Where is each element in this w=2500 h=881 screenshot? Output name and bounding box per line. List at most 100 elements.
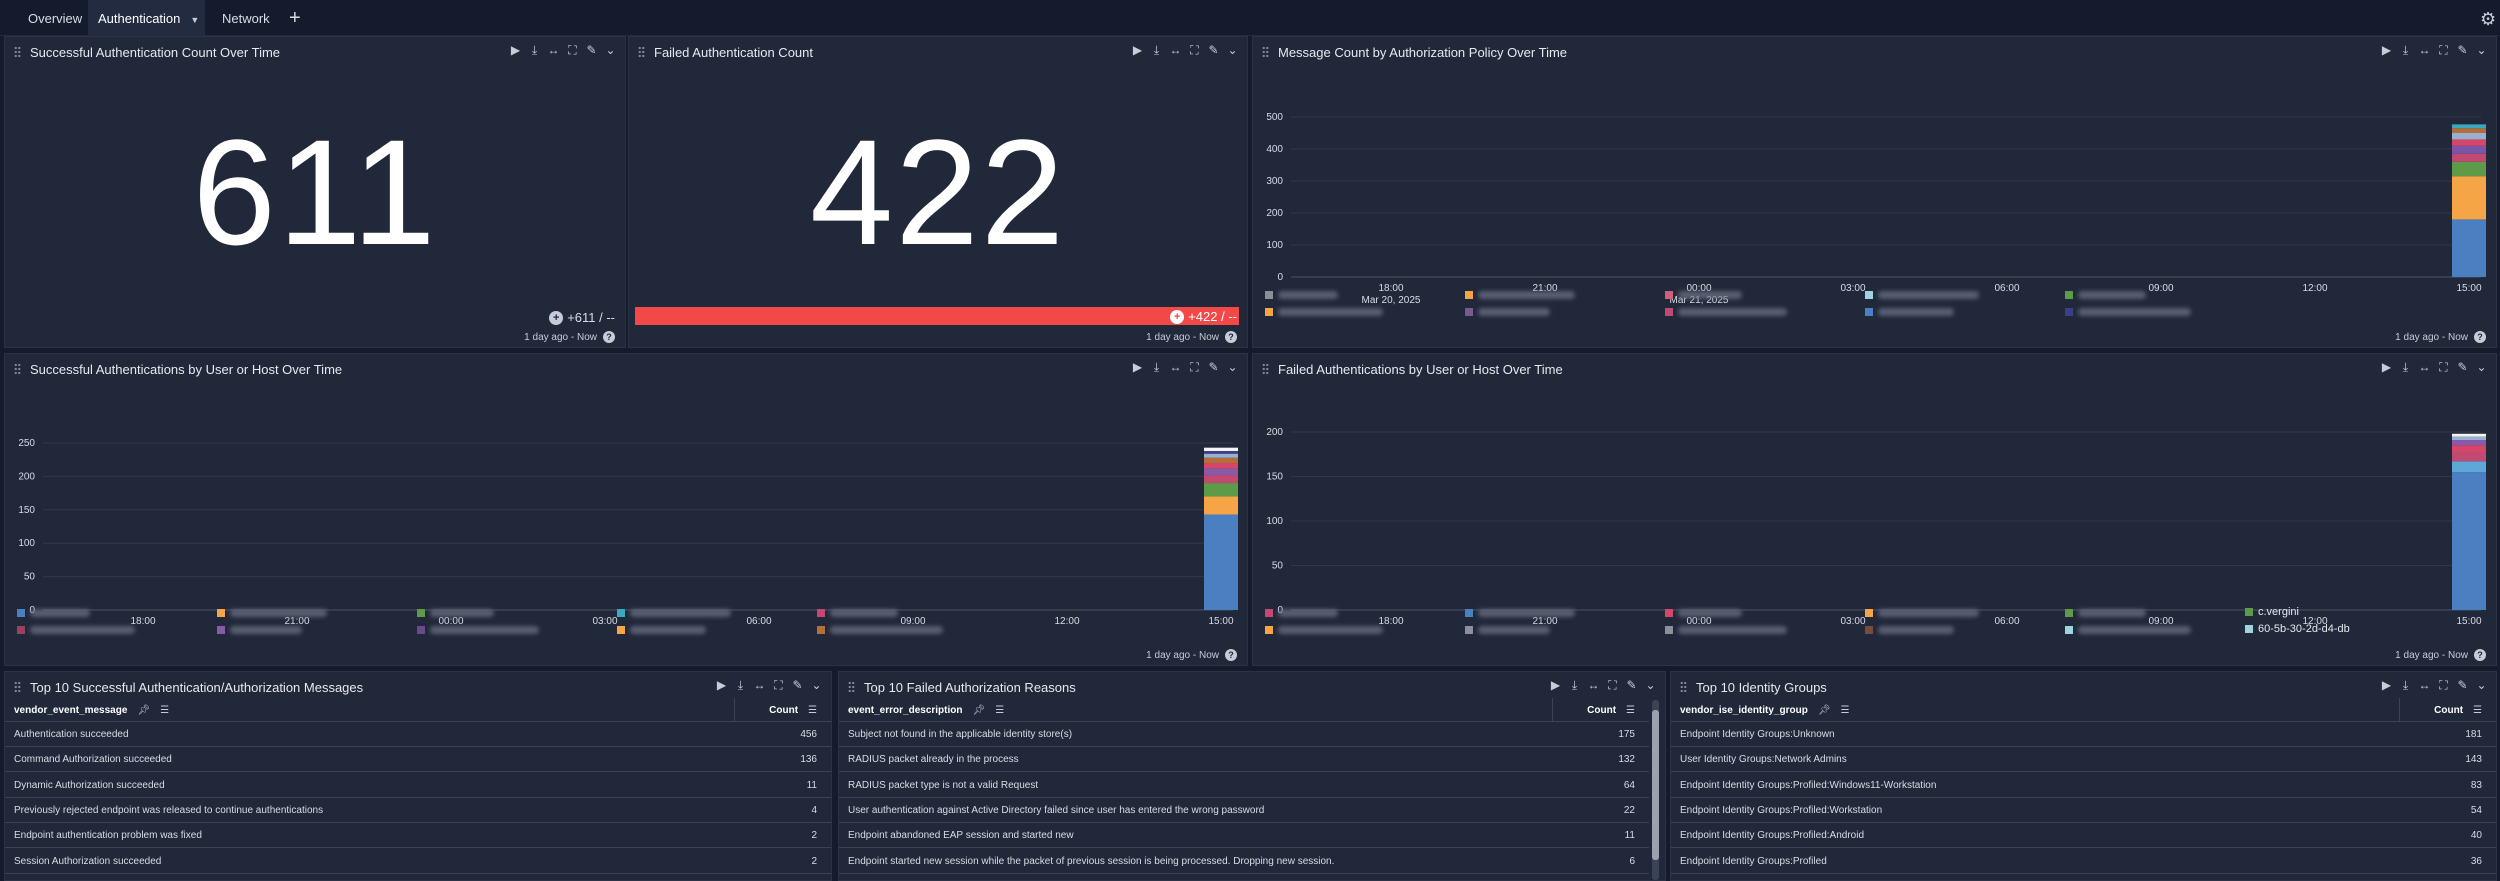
table-scrollbar[interactable] [1652, 700, 1659, 880]
download-icon[interactable]: ⤓ [531, 43, 538, 57]
fullscreen-icon[interactable]: ⛶ [2439, 43, 2448, 57]
legend-item[interactable] [1665, 626, 1787, 634]
table-row[interactable]: Endpoint abandoned EAP session and start… [839, 823, 1649, 849]
tab-overview[interactable]: Overview [18, 0, 92, 36]
drag-handle-icon[interactable] [848, 681, 855, 693]
legend-item[interactable] [1665, 609, 1742, 617]
legend-item[interactable] [2065, 308, 2191, 316]
resize-horizontal-icon[interactable]: ↔ [2418, 43, 2431, 57]
legend-item[interactable] [1465, 308, 1550, 316]
resize-horizontal-icon[interactable]: ↔ [2418, 678, 2431, 692]
table-row[interactable]: Endpoint authentication problem was fixe… [5, 823, 831, 849]
legend-item[interactable] [1865, 291, 1979, 299]
column-header-count[interactable]: Count ☰ [1587, 705, 1635, 716]
play-icon[interactable]: ▶ [2381, 43, 2392, 57]
table-row[interactable]: Endpoint started new session while the p… [839, 849, 1649, 874]
table-row[interactable]: Endpoint Identity Groups:Profiled:Workst… [1671, 798, 2496, 823]
help-icon[interactable]: ? [1225, 331, 1237, 343]
column-header-field[interactable]: vendor_event_message 📌︎ ☰ [14, 705, 169, 716]
play-icon[interactable]: ▶ [716, 678, 727, 692]
chevron-down-icon[interactable]: ▼ [190, 15, 200, 25]
sort-icon[interactable]: ☰ [1626, 705, 1635, 716]
legend-item[interactable] [2065, 609, 2146, 617]
help-icon[interactable]: ? [603, 331, 615, 343]
legend-item[interactable] [417, 609, 494, 617]
resize-horizontal-icon[interactable]: ↔ [753, 678, 766, 692]
legend-item[interactable] [217, 626, 302, 634]
resize-horizontal-icon[interactable]: ↔ [2418, 360, 2431, 374]
edit-icon[interactable]: ✎ [1626, 678, 1637, 692]
legend-item[interactable] [1865, 626, 1954, 634]
play-icon[interactable]: ▶ [2381, 678, 2392, 692]
legend-item[interactable] [1465, 609, 1575, 617]
table-row[interactable]: RADIUS packet already in the process 132 [839, 747, 1649, 773]
legend-item[interactable] [217, 609, 327, 617]
play-icon[interactable]: ▶ [510, 43, 521, 57]
chevron-down-icon[interactable]: ⌄ [2476, 678, 2487, 692]
resize-horizontal-icon[interactable]: ↔ [1587, 678, 1600, 692]
legend-item[interactable] [17, 609, 90, 617]
table-row[interactable]: User authentication against Active Direc… [839, 798, 1649, 823]
legend-item[interactable] [1265, 308, 1383, 316]
pin-icon[interactable]: 📌︎ [972, 705, 986, 716]
download-icon[interactable]: ⤓ [2402, 678, 2409, 692]
legend-item[interactable] [817, 626, 943, 634]
column-divider[interactable] [2399, 698, 2400, 722]
table-row[interactable]: Previously rejected endpoint was release… [5, 798, 831, 823]
table-row[interactable]: User Identity Groups:Network Admins 143 [1671, 747, 2496, 773]
add-tab-icon[interactable]: + [289, 7, 301, 29]
legend-item[interactable] [1265, 609, 1338, 617]
legend-item[interactable] [2065, 626, 2191, 634]
fullscreen-icon[interactable]: ⛶ [774, 678, 783, 692]
chevron-down-icon[interactable]: ⌄ [1227, 360, 1238, 374]
legend-item[interactable] [1465, 291, 1575, 299]
column-divider[interactable] [734, 698, 735, 722]
legend-item[interactable] [17, 626, 135, 634]
resize-horizontal-icon[interactable]: ↔ [1169, 360, 1182, 374]
table-row[interactable]: Dynamic Authorization succeeded 11 [5, 773, 831, 798]
gear-icon[interactable]: ⚙ [2480, 9, 2497, 29]
pin-icon[interactable]: 📌︎ [137, 705, 151, 716]
legend-item[interactable]: 60-5b-30-2d-d4-db [2245, 623, 2350, 635]
edit-icon[interactable]: ✎ [2457, 360, 2468, 374]
table-row[interactable]: Endpoint Identity Groups:Profiled:Window… [1671, 773, 2496, 798]
table-row[interactable]: Endpoint Identity Groups:Profiled 36 [1671, 849, 2496, 874]
download-icon[interactable]: ⤓ [1153, 360, 1160, 374]
drag-handle-icon[interactable] [1262, 363, 1269, 375]
legend-item[interactable] [1865, 308, 1954, 316]
scrollbar-thumb[interactable] [1652, 710, 1659, 860]
drag-handle-icon[interactable] [14, 681, 21, 693]
edit-icon[interactable]: ✎ [586, 43, 597, 57]
play-icon[interactable]: ▶ [1550, 678, 1561, 692]
column-header-count[interactable]: Count ☰ [769, 705, 817, 716]
fullscreen-icon[interactable]: ⛶ [1190, 43, 1199, 57]
help-icon[interactable]: ? [1225, 649, 1237, 661]
sort-icon[interactable]: ☰ [995, 705, 1005, 716]
resize-horizontal-icon[interactable]: ↔ [547, 43, 560, 57]
table-row[interactable]: Subject not found in the applicable iden… [839, 722, 1649, 747]
table-row[interactable]: Endpoint Identity Groups:Profiled:Androi… [1671, 823, 2496, 849]
fullscreen-icon[interactable]: ⛶ [2439, 678, 2448, 692]
legend-item[interactable] [1265, 626, 1383, 634]
play-icon[interactable]: ▶ [2381, 360, 2392, 374]
table-row[interactable]: RADIUS packet type is not a valid Reques… [839, 773, 1649, 798]
edit-icon[interactable]: ✎ [1208, 360, 1219, 374]
legend-item[interactable] [817, 609, 898, 617]
drag-handle-icon[interactable] [14, 46, 21, 58]
table-row[interactable]: Command Authorization succeeded 136 [5, 747, 831, 773]
chevron-down-icon[interactable]: ⌄ [605, 43, 616, 57]
column-header-field[interactable]: vendor_ise_identity_group 📌︎ ☰ [1680, 705, 1849, 716]
column-header-count[interactable]: Count ☰ [2434, 705, 2482, 716]
tab-network[interactable]: Network [212, 0, 280, 36]
table-row[interactable]: Authentication succeeded 456 [5, 722, 831, 747]
table-row[interactable]: Session Authorization succeeded 2 [5, 849, 831, 874]
play-icon[interactable]: ▶ [1132, 360, 1143, 374]
sort-icon[interactable]: ☰ [2473, 705, 2482, 716]
chevron-down-icon[interactable]: ⌄ [1645, 678, 1656, 692]
fullscreen-icon[interactable]: ⛶ [1190, 360, 1199, 374]
edit-icon[interactable]: ✎ [2457, 678, 2468, 692]
fullscreen-icon[interactable]: ⛶ [2439, 360, 2448, 374]
table-row[interactable]: Endpoint Identity Groups:Unknown 181 [1671, 722, 2496, 747]
legend-item[interactable] [1865, 609, 1979, 617]
chevron-down-icon[interactable]: ⌄ [2476, 360, 2487, 374]
